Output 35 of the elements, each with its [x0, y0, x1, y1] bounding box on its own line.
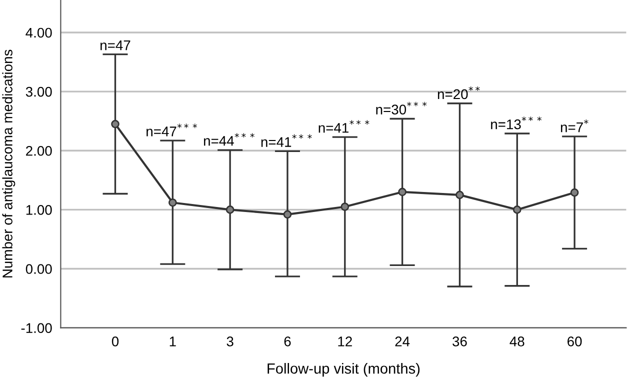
y-axis-title: Number of antiglaucoma medications	[2, 50, 16, 278]
annotation: n=47$^{***}$	[146, 124, 198, 136]
x-tick-label: 6	[284, 336, 291, 346]
point	[456, 190, 464, 200]
annotation: n=41$^{***}$	[261, 134, 312, 147]
y-tick-label: -1.00	[21, 323, 52, 334]
x-tick-label: 0	[112, 336, 119, 346]
point	[398, 188, 406, 196]
point	[168, 198, 177, 207]
x-tick-label: 1	[170, 336, 176, 346]
annotation: n=47	[100, 40, 130, 50]
x-axis-title: Follow-up visit (months)	[268, 363, 420, 377]
y-tick-label: 4.00	[26, 28, 52, 38]
annotation: n=13$^{***}$	[491, 116, 542, 130]
x-tick-label: 12	[338, 336, 352, 346]
x-tick-label: 60	[568, 336, 582, 346]
point	[512, 206, 522, 214]
point	[570, 188, 579, 197]
point	[283, 210, 292, 219]
y-tick-label: 2.00	[26, 146, 52, 156]
x-tick-label: 36	[452, 336, 467, 346]
y-tick-label: 1.00	[26, 205, 52, 215]
x-tick-label: 3	[226, 336, 234, 346]
annotation: n=41$^{***}$	[318, 120, 370, 133]
point	[111, 120, 120, 128]
y-tick-label: 0.00	[26, 264, 52, 274]
x-tick-label: 24	[395, 336, 410, 346]
annotation: n=7$^{*}$	[560, 120, 588, 132]
annotation: n=44$^{***}$	[204, 133, 254, 146]
annotation: n=20$^{**}$	[438, 86, 480, 100]
point	[226, 206, 234, 214]
y-tick-label: 3.00	[26, 86, 52, 97]
x-tick-label: 48	[510, 336, 524, 346]
annotation: n=30$^{***}$	[376, 102, 427, 114]
point	[340, 202, 350, 211]
